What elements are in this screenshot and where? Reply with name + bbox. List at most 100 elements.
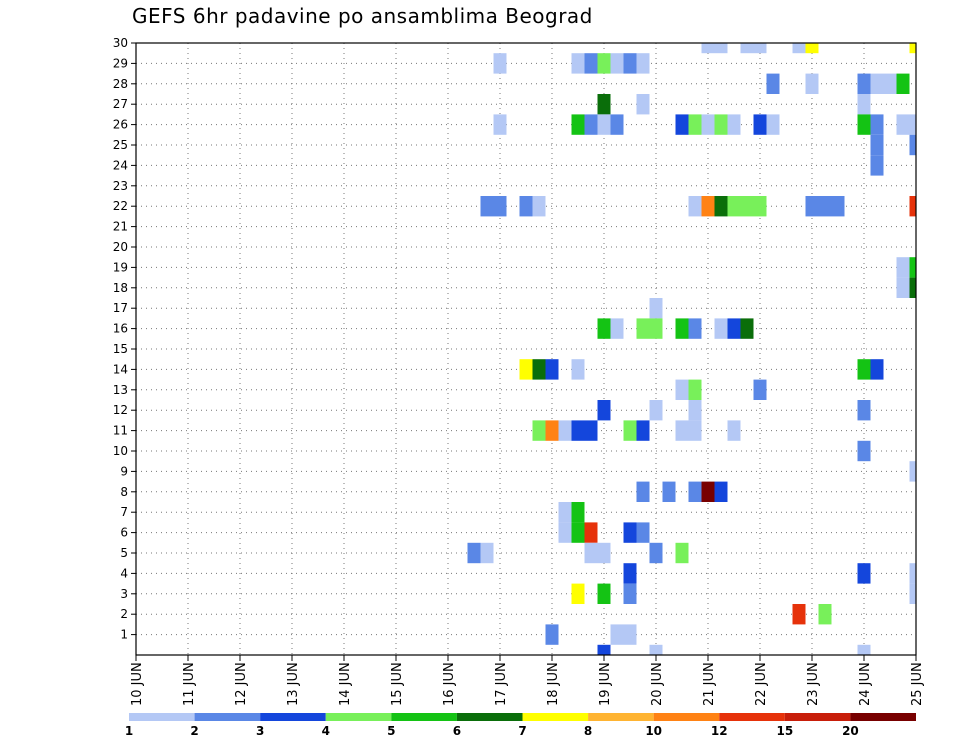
heatmap-cell — [701, 196, 715, 217]
heatmap-cell — [480, 196, 494, 217]
x-tick-label: 12 JUN — [234, 662, 249, 706]
heatmap-cell — [857, 563, 871, 584]
heatmap-cell — [688, 196, 702, 217]
x-tick-label: 21 JUN — [702, 662, 717, 706]
heatmap-cell — [597, 583, 611, 604]
heatmap-cell — [766, 73, 780, 94]
heatmap-cell — [714, 114, 728, 135]
y-tick-label: 4 — [120, 566, 128, 580]
heatmap-cell — [714, 43, 728, 54]
heatmap-cell — [857, 644, 871, 655]
heatmap-cell — [701, 43, 715, 54]
colorbar-segment — [325, 713, 392, 721]
heatmap-cell — [792, 604, 806, 625]
y-tick-label: 27 — [113, 97, 128, 111]
heatmap-cell — [701, 481, 715, 502]
y-tick-label: 13 — [113, 383, 128, 397]
x-tick-label: 25 JUN — [910, 662, 925, 706]
heatmap-cell — [909, 114, 916, 135]
y-tick-label: 10 — [113, 444, 128, 458]
heatmap-cell — [649, 644, 663, 655]
y-tick-label: 29 — [113, 56, 128, 70]
heatmap-cell — [688, 481, 702, 502]
heatmap-cell — [493, 53, 507, 74]
heatmap-cell — [740, 318, 754, 339]
heatmap-cell — [545, 359, 559, 380]
heatmap-cell — [688, 379, 702, 400]
heatmap-cell — [909, 257, 916, 278]
y-tick-label: 22 — [113, 199, 128, 213]
heatmap-cell — [597, 542, 611, 564]
heatmap-cell — [870, 73, 884, 94]
heatmap-cell — [623, 563, 637, 584]
heatmap-cell — [636, 420, 650, 441]
heatmap-cell — [519, 359, 533, 380]
colorbar-segment — [391, 713, 457, 721]
colorbar-segment — [719, 713, 785, 721]
heatmap-cell — [467, 542, 481, 564]
heatmap-cell — [571, 502, 585, 523]
heatmap-cell — [753, 114, 767, 135]
heatmap-cell — [584, 114, 598, 135]
heatmap-cell — [714, 318, 728, 339]
colorbar-segment — [194, 713, 261, 721]
heatmap-cell — [805, 73, 819, 94]
heatmap-cell — [688, 318, 702, 339]
heatmap-cell — [532, 359, 546, 380]
heatmap-cell — [584, 420, 598, 441]
y-tick-label: 16 — [113, 322, 128, 336]
heatmap-cell — [701, 114, 715, 135]
heatmap-cell — [883, 73, 897, 94]
heatmap-cell — [545, 420, 559, 441]
heatmap-cell — [753, 196, 767, 217]
heatmap-cell — [909, 563, 916, 584]
heatmap-cell — [597, 53, 611, 74]
heatmap-cell — [909, 43, 916, 54]
heatmap-cell — [857, 114, 871, 135]
heatmap-cell — [545, 624, 559, 645]
y-tick-label: 17 — [113, 301, 128, 315]
heatmap-cell — [480, 542, 494, 564]
heatmap-cell — [675, 318, 689, 339]
heatmap-cell — [818, 604, 832, 625]
heatmap-cell — [636, 481, 650, 502]
x-tick-label: 24 JUN — [858, 662, 873, 706]
colorbar-label: 2 — [190, 724, 198, 738]
heatmap-cell — [688, 400, 702, 421]
heatmap-cell — [766, 114, 780, 135]
heatmap-cell — [857, 359, 871, 380]
colorbar-segment — [784, 713, 851, 721]
colorbar-label: 20 — [842, 724, 859, 738]
colorbar-label: 3 — [256, 724, 264, 738]
y-tick-label: 24 — [113, 158, 128, 172]
heatmap-cell — [857, 73, 871, 94]
chart-title: GEFS 6hr padavine po ansamblima Beograd — [132, 4, 593, 28]
colorbar-label: 8 — [584, 724, 592, 738]
heatmap-cell — [636, 522, 650, 543]
heatmap-cell — [870, 155, 884, 176]
heatmap-cell — [623, 420, 637, 441]
x-tick-label: 17 JUN — [494, 662, 509, 706]
x-tick-label: 16 JUN — [442, 662, 457, 706]
heatmap-cell — [649, 400, 663, 421]
x-tick-label: 23 JUN — [806, 662, 821, 706]
x-tick-label: 20 JUN — [650, 662, 665, 706]
y-tick-label: 3 — [120, 587, 128, 601]
heatmap-cell — [727, 420, 741, 441]
colorbar-segment — [653, 713, 720, 721]
heatmap-cell — [688, 114, 702, 135]
heatmap-cell — [584, 53, 598, 74]
heatmap-cell — [831, 196, 845, 217]
heatmap-cell — [675, 114, 689, 135]
heatmap-cell — [558, 522, 572, 543]
heatmap-cell — [857, 94, 871, 115]
y-tick-label: 25 — [113, 138, 128, 152]
heatmap-cell — [597, 318, 611, 339]
heatmap-cell — [896, 114, 910, 135]
heatmap-cell — [896, 257, 910, 278]
heatmap-cell — [493, 114, 507, 135]
heatmap-cell — [818, 196, 832, 217]
colorbar-label: 12 — [711, 724, 728, 738]
x-tick-label: 14 JUN — [338, 662, 353, 706]
x-tick-label: 11 JUN — [182, 662, 197, 706]
